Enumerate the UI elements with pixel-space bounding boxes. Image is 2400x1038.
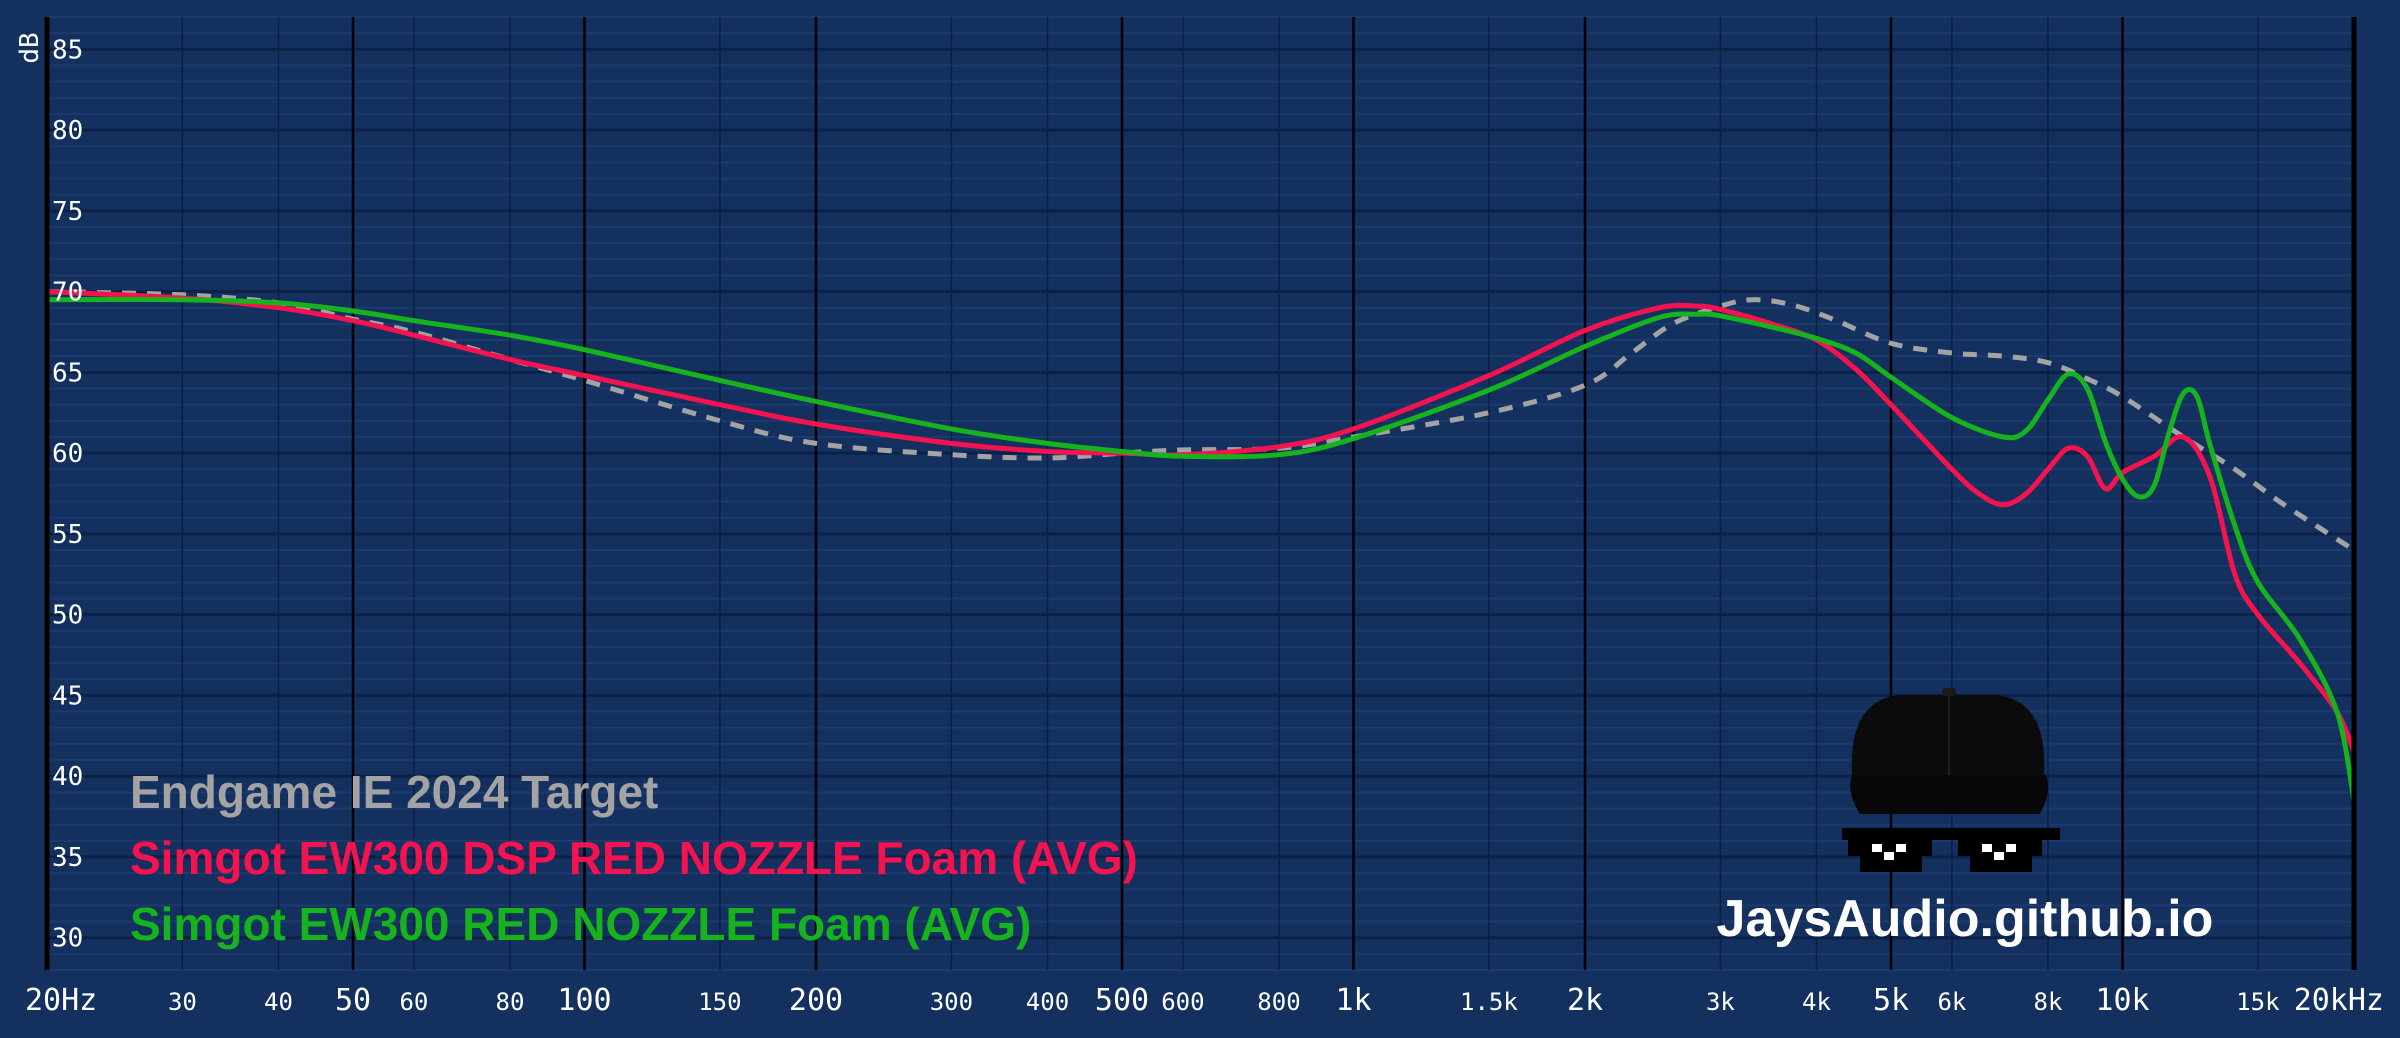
- legend-entry-red-nozzle: Simgot EW300 RED NOZZLE Foam (AVG): [130, 898, 1031, 950]
- watermark-text: JaysAudio.github.io: [1717, 890, 2214, 948]
- x-tick-label: 600: [1161, 988, 1204, 1016]
- x-tick-label: 6k: [1937, 988, 1966, 1016]
- y-tick-label: 60: [52, 439, 83, 469]
- series-line-2: [44, 296, 2357, 803]
- y-tick-label: 50: [52, 601, 83, 631]
- y-tick-label: 80: [52, 116, 83, 146]
- y-axis-unit-label: dB: [15, 32, 45, 63]
- y-tick-label: 45: [52, 681, 83, 711]
- x-tick-label: 2k: [1567, 983, 1603, 1018]
- y-tick-label: 35: [52, 843, 83, 873]
- x-tick-label: 400: [1026, 988, 1069, 1016]
- y-tick-label: 30: [52, 924, 83, 954]
- x-tick-label: 300: [930, 988, 973, 1016]
- x-tick-label: 80: [496, 988, 525, 1016]
- series-layer: [44, 289, 2357, 803]
- y-tick-label: 55: [52, 520, 83, 550]
- x-tick-label: 3k: [1706, 988, 1735, 1016]
- x-tick-label: 8k: [2034, 988, 2063, 1016]
- x-tick-label: 10k: [2095, 983, 2149, 1018]
- cap-icon: [1850, 688, 2048, 814]
- x-tick-label: 4k: [1802, 988, 1831, 1016]
- x-tick-label: 40: [264, 988, 293, 1016]
- x-tick-label: 1.5k: [1460, 988, 1518, 1016]
- x-tick-label: 200: [789, 983, 843, 1018]
- y-tick-label: 85: [52, 35, 83, 65]
- axes: [44, 17, 2357, 970]
- y-tick-label: 75: [52, 197, 83, 227]
- x-tick-label: 1k: [1335, 983, 1371, 1018]
- x-tick-label: 60: [399, 988, 428, 1016]
- x-tick-label: 5k: [1873, 983, 1909, 1018]
- series-line-1: [44, 289, 2357, 755]
- legend: Endgame IE 2024 Target Simgot EW300 DSP …: [130, 766, 1138, 950]
- watermark-logo: JaysAudio.github.io: [1717, 688, 2214, 948]
- y-tick-labels: 30 35 40 45 50 55 60 65 70 75 80 85: [52, 35, 83, 953]
- x-tick-labels: 20Hz 30 40 50 60 80 100 150 200 300 400 500 600 800 1k…: [25, 983, 2384, 1018]
- y-tick-label: 65: [52, 358, 83, 388]
- x-tick-label: 800: [1257, 988, 1300, 1016]
- x-tick-label: 500: [1095, 983, 1149, 1018]
- y-tick-label: 70: [52, 278, 83, 308]
- x-tick-label: 150: [698, 988, 741, 1016]
- x-tick-label: 100: [557, 983, 611, 1018]
- x-tick-label: 50: [335, 983, 371, 1018]
- x-tick-label: 30: [168, 988, 197, 1016]
- legend-entry-target: Endgame IE 2024 Target: [130, 766, 658, 818]
- legend-entry-dsp-red-nozzle: Simgot EW300 DSP RED NOZZLE Foam (AVG): [130, 832, 1138, 884]
- x-tick-label: 15k: [2236, 988, 2280, 1016]
- x-tick-label: 20kHz: [2294, 983, 2384, 1018]
- x-tick-label: 20Hz: [25, 983, 97, 1018]
- y-tick-label: 40: [52, 762, 83, 792]
- pixel-sunglasses-icon: [1842, 828, 2060, 872]
